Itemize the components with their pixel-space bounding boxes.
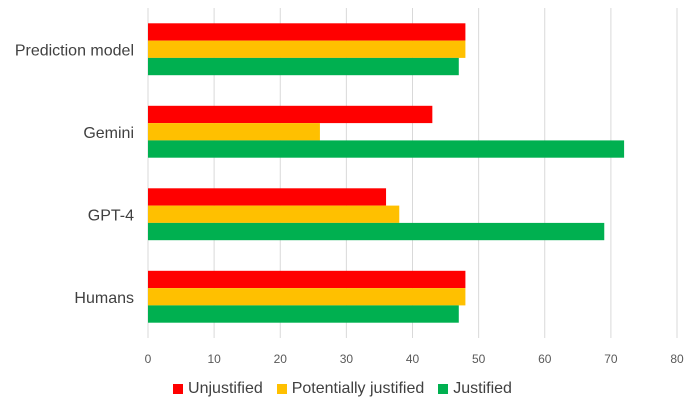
bar-unjustified-prediction-model bbox=[148, 23, 466, 41]
bar-potentially-justified-prediction-model bbox=[148, 40, 466, 58]
category-label: Gemini bbox=[83, 125, 134, 142]
legend-swatch bbox=[276, 384, 287, 394]
x-tick-label: 20 bbox=[274, 352, 288, 366]
legend-item: Potentially justified bbox=[276, 380, 425, 398]
x-tick-label: 30 bbox=[340, 352, 354, 366]
x-tick-label: 70 bbox=[604, 352, 618, 366]
x-axis-ticks: 0 10 20 30 40 50 60 70 80 bbox=[145, 352, 684, 366]
legend-label: Potentially justified bbox=[291, 380, 425, 397]
category-label: Humans bbox=[74, 290, 134, 307]
legend-label: Unjustified bbox=[188, 380, 263, 397]
legend-swatch bbox=[438, 384, 449, 394]
bar-unjustified-gpt-4 bbox=[148, 188, 387, 206]
bar-potentially-justified-humans bbox=[148, 288, 466, 306]
x-tick-label: 80 bbox=[670, 352, 684, 366]
legend-item: Unjustified bbox=[173, 380, 263, 398]
category-labels: Prediction model Gemini GPT-4 Humans bbox=[15, 42, 134, 307]
bars bbox=[148, 23, 625, 323]
bar-justified-prediction-model bbox=[148, 57, 459, 76]
legend-swatch bbox=[173, 384, 184, 394]
bar-chart: 0 10 20 30 40 50 60 70 80 Prediction model Gemini… bbox=[15, 8, 684, 366]
category-label: GPT-4 bbox=[88, 207, 134, 224]
legend-label: Justified bbox=[453, 380, 512, 397]
legend: Unjustified Potentially justified Justifie… bbox=[0, 380, 685, 398]
bar-justified-gpt-4 bbox=[148, 222, 605, 241]
bar-potentially-justified-gemini bbox=[148, 123, 320, 141]
x-tick-label: 0 bbox=[145, 352, 152, 366]
x-tick-label: 50 bbox=[472, 352, 486, 366]
bar-justified-gemini bbox=[148, 140, 625, 158]
category-label: Prediction model bbox=[15, 42, 134, 59]
bar-justified-humans bbox=[148, 305, 459, 323]
bar-potentially-justified-gpt-4 bbox=[148, 205, 400, 223]
bar-unjustified-humans bbox=[148, 270, 466, 289]
x-tick-label: 60 bbox=[538, 352, 552, 366]
x-tick-label: 10 bbox=[207, 352, 221, 366]
bar-unjustified-gemini bbox=[148, 105, 433, 124]
legend-item: Justified bbox=[438, 380, 512, 398]
x-tick-label: 40 bbox=[406, 352, 420, 366]
